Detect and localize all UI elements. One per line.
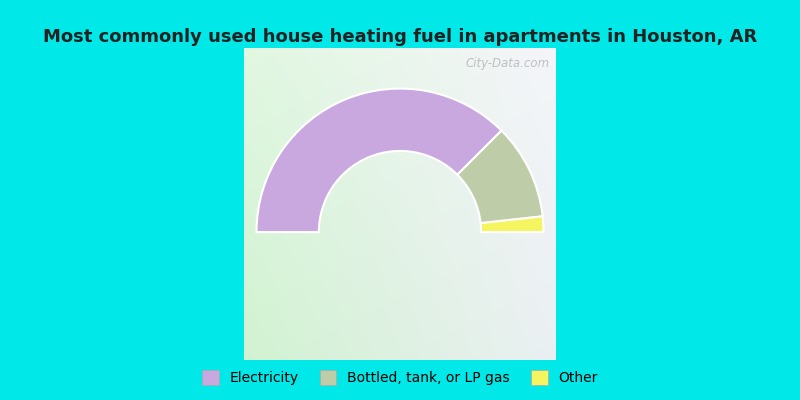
Text: Most commonly used house heating fuel in apartments in Houston, AR: Most commonly used house heating fuel in…	[43, 28, 757, 46]
Legend: Electricity, Bottled, tank, or LP gas, Other: Electricity, Bottled, tank, or LP gas, O…	[198, 366, 602, 389]
Wedge shape	[481, 216, 543, 232]
Wedge shape	[257, 88, 502, 232]
Wedge shape	[458, 130, 542, 223]
Text: City-Data.com: City-Data.com	[466, 57, 550, 70]
